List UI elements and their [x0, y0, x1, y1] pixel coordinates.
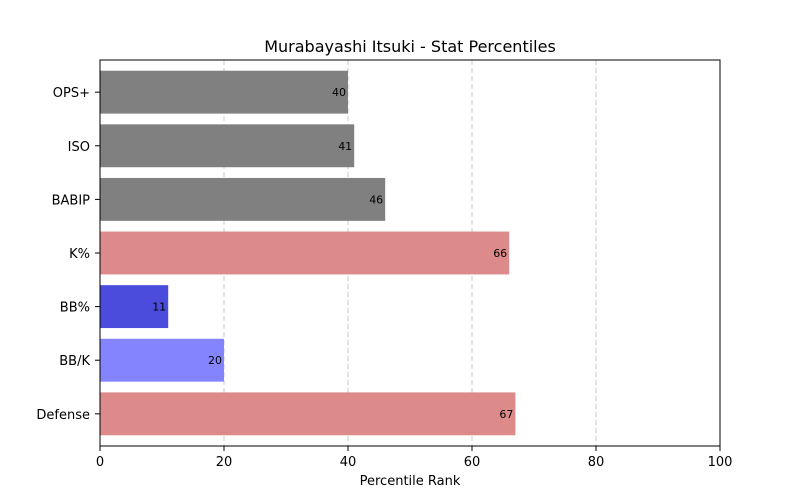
x-tick-label: 60 — [464, 455, 481, 470]
x-tick-label: 100 — [708, 455, 733, 470]
y-tick-label: Defense — [36, 408, 90, 423]
bar — [100, 285, 169, 329]
bars: 40 41 46 66 11 20 67 — [100, 70, 516, 436]
y-tick-label: ISO — [68, 140, 90, 155]
x-tick-label: 40 — [340, 455, 357, 470]
bar — [100, 177, 386, 221]
bar-value-label: 20 — [208, 354, 222, 367]
bar — [100, 231, 510, 275]
x-axis-label: Percentile Rank — [360, 474, 461, 489]
y-axis: OPS+ ISO BABIP K% BB% BB/K Defense — [36, 86, 100, 423]
x-tick-label: 20 — [216, 455, 233, 470]
x-tick-label: 80 — [588, 455, 605, 470]
bar-value-label: 40 — [332, 86, 346, 99]
bar — [100, 70, 348, 114]
x-axis: 0 20 40 60 80 100 — [96, 446, 733, 470]
y-tick-label: BB/K — [59, 354, 90, 369]
chart-title: Murabayashi Itsuki - Stat Percentiles — [264, 37, 556, 56]
bar-value-label: 46 — [369, 193, 383, 206]
bar-value-label: 11 — [152, 301, 166, 314]
y-tick-label: BABIP — [52, 193, 91, 208]
x-tick-label: 0 — [96, 455, 104, 470]
bar — [100, 392, 516, 436]
bar-value-label: 67 — [499, 408, 513, 421]
y-tick-label: OPS+ — [53, 86, 90, 101]
bar — [100, 338, 224, 382]
bar — [100, 124, 355, 168]
bar-value-label: 41 — [338, 140, 352, 153]
y-tick-label: BB% — [60, 301, 90, 316]
bar-value-label: 66 — [493, 247, 507, 260]
y-tick-label: K% — [69, 247, 90, 262]
